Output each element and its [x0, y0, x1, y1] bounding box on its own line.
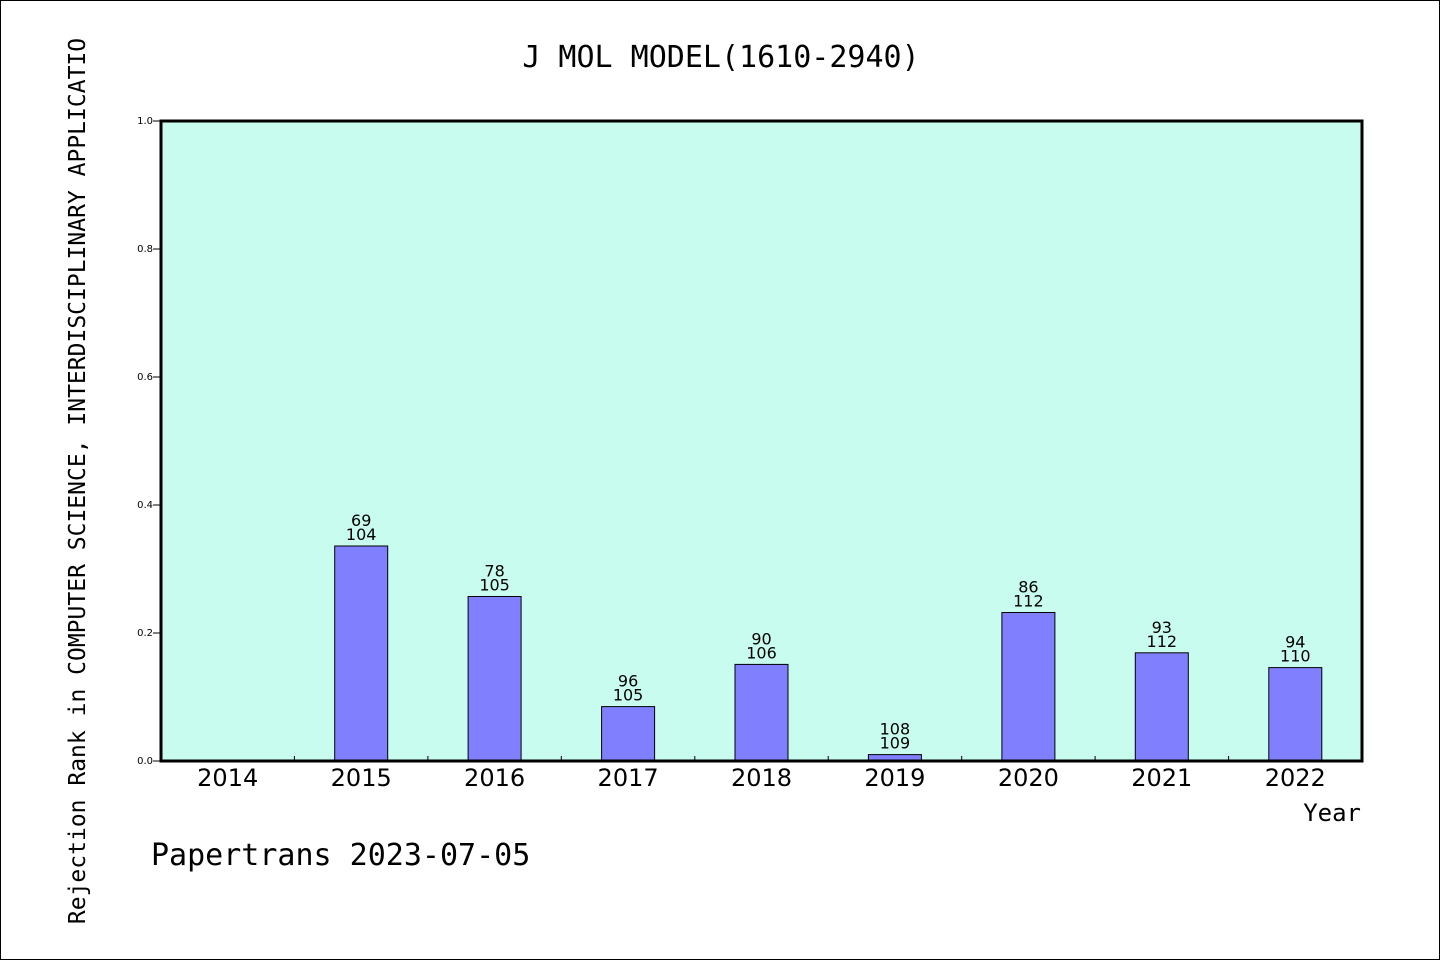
- bar-label-top-2022: 94: [1285, 633, 1305, 652]
- bar-2017: [601, 706, 656, 762]
- plot-frame: [159, 119, 1364, 763]
- y-tick-label: 0.0: [137, 756, 153, 767]
- bar-label-bottom-2017: 105: [613, 686, 644, 705]
- y-ticks-group: 0.0 0.2 0.4 0.6 0.8 1.0: [137, 116, 161, 767]
- bar-label-top-2021: 93: [1152, 618, 1172, 637]
- x-tick-label-2016: 2016: [464, 764, 525, 792]
- x-ticks-group: 2014 2015 2016 2017 2018 2019 2020 2021 2022: [197, 756, 1326, 792]
- y-tick-label: 0.6: [137, 372, 153, 383]
- footer-credit: Papertrans 2023-07-05: [151, 838, 530, 873]
- y-axis-label: Rejection Rank in COMPUTER SCIENCE, INTE…: [65, 38, 91, 924]
- bar-2018: [734, 663, 789, 762]
- bar-2015: [334, 545, 389, 762]
- bar-label-top-2016: 78: [484, 562, 504, 581]
- bar-label-bottom-2021: 112: [1147, 632, 1178, 651]
- y-tick-label: 1.0: [137, 116, 153, 127]
- bar-label-bottom-2018: 106: [746, 643, 777, 662]
- bar-label-bottom-2019: 109: [880, 734, 911, 753]
- bar-label-top-2015: 69: [351, 511, 371, 530]
- bar-label-bottom-2022: 110: [1280, 647, 1311, 666]
- x-tick-label-2018: 2018: [731, 764, 792, 792]
- bar-2016: [467, 596, 522, 762]
- y-tick-label: 0.2: [137, 628, 153, 639]
- bar-label-top-2018: 90: [751, 629, 771, 648]
- bar-label-top-2019: 108: [880, 720, 911, 739]
- bar-label-bottom-2016: 105: [479, 576, 510, 595]
- x-tick-label-2020: 2020: [998, 764, 1059, 792]
- bar-label-top-2017: 96: [618, 672, 638, 691]
- bar-2021: [1134, 652, 1189, 762]
- x-axis-label: Year: [1303, 799, 1361, 827]
- y-tick-label: 0.4: [137, 500, 153, 511]
- y-tick-label: 0.8: [137, 244, 153, 255]
- x-tick-label-2021: 2021: [1131, 764, 1192, 792]
- x-tick-label-2017: 2017: [598, 764, 659, 792]
- x-tick-label-2014: 2014: [197, 764, 258, 792]
- x-tick-label-2015: 2015: [331, 764, 392, 792]
- bar-label-bottom-2015: 104: [346, 525, 377, 544]
- chart-title: J MOL MODEL(1610-2940): [522, 40, 919, 75]
- bar-2020: [1001, 612, 1056, 762]
- bar-label-top-2020: 86: [1018, 578, 1038, 597]
- x-tick-label-2022: 2022: [1265, 764, 1326, 792]
- bar-label-bottom-2020: 112: [1013, 592, 1044, 611]
- bar-2022: [1268, 667, 1323, 762]
- x-tick-label-2019: 2019: [864, 764, 925, 792]
